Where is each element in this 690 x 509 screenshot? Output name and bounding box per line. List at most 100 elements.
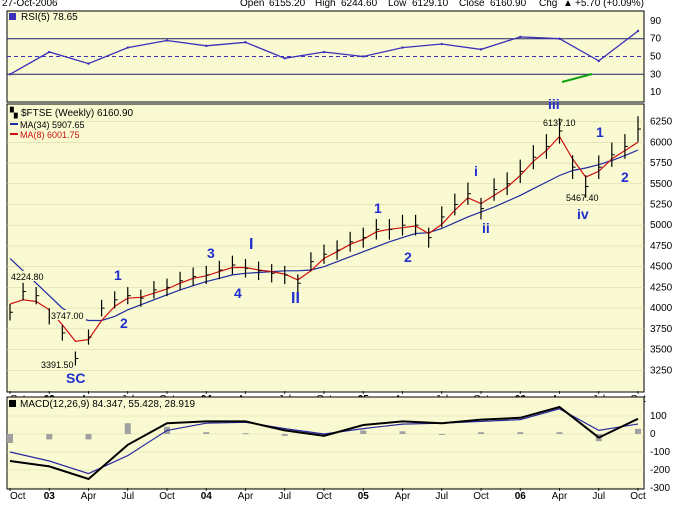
wave-label-i: i bbox=[474, 163, 478, 179]
x-tick-label: 05 bbox=[358, 491, 370, 502]
macd-ytick: -200 bbox=[650, 465, 670, 476]
open-label: Open bbox=[240, 0, 265, 9]
wave-label-ii: ii bbox=[482, 220, 490, 236]
macd-y-axis: 100 0 -100 -200 -300 bbox=[650, 411, 670, 494]
price-ytick: 3500 bbox=[650, 345, 673, 356]
annot-5467: 5467.40 bbox=[566, 193, 599, 203]
rsi-ytick: 70 bbox=[650, 34, 662, 45]
ma34-line bbox=[9, 149, 639, 322]
annot-3747-bg bbox=[50, 310, 86, 320]
wave-label-1a: 1 bbox=[114, 267, 122, 283]
x-tick-label: Jul bbox=[592, 491, 605, 502]
rsi-panel: 90 70 50 30 10 RSI(5) 78.65 bbox=[6, 10, 662, 103]
price-title: $FTSE (Weekly) 6160.90 bbox=[21, 108, 134, 119]
x-tick-label: Apr bbox=[395, 491, 411, 502]
macd-title: MACD(12,26,9) 84.347, 55.428, 28.919 bbox=[20, 399, 196, 410]
macd-ytick: -100 bbox=[650, 447, 670, 458]
annot-4224: 4224.80 bbox=[11, 272, 44, 282]
rsi-ytick: 90 bbox=[650, 16, 662, 27]
x-tick-label: Apr bbox=[81, 491, 97, 502]
wave-label-2a: 2 bbox=[120, 315, 128, 331]
macd-signal-line bbox=[9, 408, 639, 475]
annot-3747: 3747.00 bbox=[51, 311, 84, 321]
rsi-line bbox=[9, 30, 639, 75]
low-value: 6129.10 bbox=[412, 0, 449, 9]
high-value: 6244.60 bbox=[341, 0, 378, 9]
x-tick-label: Apr bbox=[552, 491, 568, 502]
macd-hist-bar bbox=[517, 432, 524, 434]
macd-hist-bar bbox=[281, 434, 288, 436]
annot-6137: 6137.10 bbox=[543, 118, 576, 128]
x-tick-label: Jul bbox=[121, 491, 134, 502]
wave-label-sc: SC bbox=[66, 370, 85, 386]
x-tick-label: Apr bbox=[238, 491, 254, 502]
wave-label-1b: 1 bbox=[374, 200, 382, 216]
x-tick-label: Oct bbox=[159, 491, 175, 502]
rsi-legend-swatch bbox=[9, 13, 16, 20]
bottom-x-axis: Oct 03 Apr Jul Oct 04 Apr Jul Oct 05 Apr Jul Oct 06 Ap… bbox=[9, 488, 646, 502]
price-ytick: 3750 bbox=[650, 324, 673, 335]
price-ytick: 5750 bbox=[650, 158, 673, 169]
macd-line bbox=[9, 405, 639, 481]
high-label: High bbox=[315, 0, 336, 9]
rsi-ytick: 50 bbox=[650, 52, 662, 63]
x-tick-label: Oct bbox=[473, 491, 489, 502]
x-tick-label: Jul bbox=[435, 491, 448, 502]
wave-label-iv: iv bbox=[577, 206, 589, 222]
wave-label-2c: 2 bbox=[621, 169, 629, 185]
price-panel: 6250 6000 5750 5500 5250 5000 4750 4500 4250 4000… bbox=[6, 96, 673, 393]
rsi-y-axis: 90 70 50 30 10 bbox=[650, 16, 662, 98]
price-bars bbox=[9, 116, 641, 366]
ma34-legend-label: MA(34) 5907.65 bbox=[20, 120, 85, 130]
macd-hist-bar bbox=[7, 434, 13, 443]
close-value: 6160.90 bbox=[490, 0, 527, 9]
price-legend-icon: ▚ bbox=[9, 106, 18, 119]
x-tick-label: Oct bbox=[10, 491, 26, 502]
wave-label-I: I bbox=[249, 236, 253, 253]
x-tick-label: 03 bbox=[44, 491, 56, 502]
rsi-ytick: 10 bbox=[650, 87, 662, 98]
rsi-title: RSI(5) 78.65 bbox=[21, 12, 78, 23]
wave-label-2b: 2 bbox=[404, 249, 412, 265]
macd-hist-bar bbox=[360, 430, 367, 434]
open-value: 6155.20 bbox=[269, 0, 306, 9]
macd-hist-bar bbox=[635, 428, 641, 434]
price-ytick: 4250 bbox=[650, 282, 673, 293]
price-grid bbox=[7, 121, 644, 371]
price-ytick: 5000 bbox=[650, 220, 673, 231]
macd-ytick: 0 bbox=[650, 429, 656, 440]
x-tick-label: 06 bbox=[515, 491, 527, 502]
price-ytick: 4750 bbox=[650, 241, 673, 252]
x-tick-label: Oct bbox=[316, 491, 332, 502]
price-panel-bg bbox=[6, 103, 645, 393]
macd-grid bbox=[7, 415, 644, 489]
wave-label-4: 4 bbox=[234, 285, 242, 301]
x-tick-label: 04 bbox=[201, 491, 213, 502]
price-ytick: 5500 bbox=[650, 179, 673, 190]
price-legend: ▚ $FTSE (Weekly) 6160.90 MA(34) 5907.65 … bbox=[9, 106, 134, 140]
macd-hist-bar bbox=[46, 434, 53, 440]
wave-label-1c: 1 bbox=[596, 124, 604, 140]
macd-hist-bar bbox=[438, 434, 445, 435]
rsi-trendline bbox=[561, 73, 593, 83]
price-ytick: 3250 bbox=[650, 365, 673, 376]
macd-hist-bar bbox=[556, 432, 563, 434]
quote-header: 27-Oct-2006 Open 6155.20 High 6244.60 Lo… bbox=[0, 0, 690, 10]
x-tick-label: Oct bbox=[630, 491, 646, 502]
annot-3391: 3391.50 bbox=[41, 360, 74, 370]
price-ytick: 6250 bbox=[650, 117, 673, 128]
close-label: Close bbox=[459, 0, 485, 9]
chg-label: Chg bbox=[539, 0, 558, 9]
price-ytick: 4000 bbox=[650, 303, 673, 314]
macd-panel: 100 0 -100 -200 -300 MACD(12,26,9) 84.347, 5… bbox=[6, 396, 670, 494]
macd-legend-swatch bbox=[9, 400, 16, 407]
wave-label-iii: iii bbox=[548, 96, 560, 112]
rsi-ytick: 30 bbox=[650, 69, 662, 80]
macd-hist-bar bbox=[85, 434, 92, 440]
macd-hist-bar bbox=[242, 433, 249, 435]
wave-label-II: II bbox=[291, 290, 300, 307]
chg-value: +5.70 (+0.09%) bbox=[575, 0, 644, 9]
price-y-axis: 6250 6000 5750 5500 5250 5000 4750 4500 4250 4000… bbox=[650, 117, 673, 377]
x-tick-label: Jul bbox=[278, 491, 291, 502]
